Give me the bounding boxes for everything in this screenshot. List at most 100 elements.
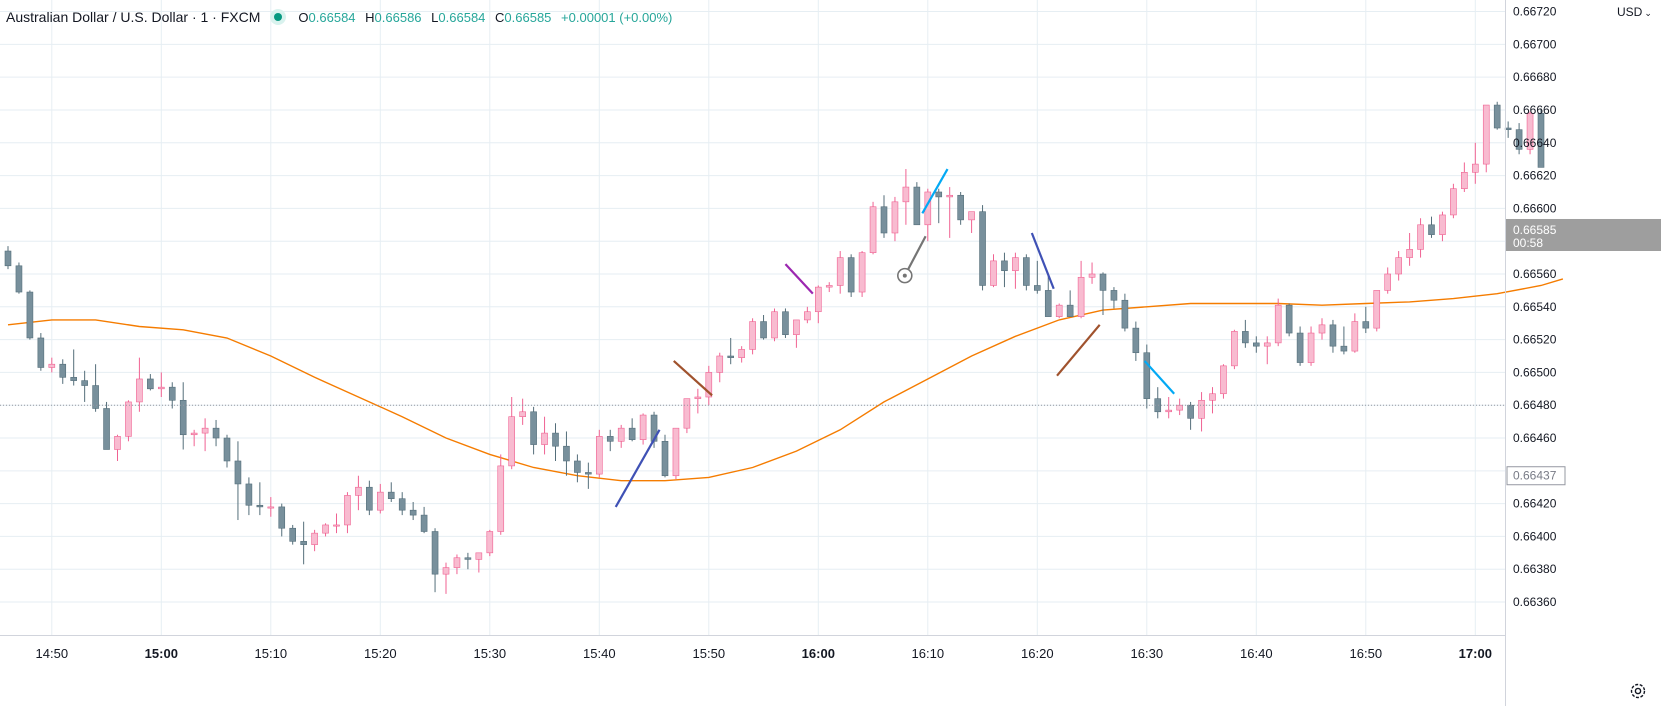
candle xyxy=(1220,364,1227,399)
candle xyxy=(15,262,23,294)
candle-body xyxy=(661,440,669,477)
candle-body xyxy=(1121,299,1129,329)
x-tick-label: 15:50 xyxy=(693,646,726,661)
high-label: H xyxy=(365,9,375,25)
candle-body xyxy=(1428,224,1435,235)
candle xyxy=(1055,303,1063,319)
candle xyxy=(453,554,461,575)
candle-body xyxy=(968,211,975,221)
candle xyxy=(387,482,395,502)
candle xyxy=(1099,272,1107,315)
candle-body xyxy=(880,206,888,234)
candle-body xyxy=(278,506,286,529)
candle-body xyxy=(70,377,77,381)
candle-body xyxy=(1220,365,1227,395)
x-tick-label: 16:10 xyxy=(912,646,945,661)
settings-gear-icon[interactable] xyxy=(1627,680,1649,702)
candle-body xyxy=(716,355,724,373)
candle xyxy=(1296,326,1304,366)
candle-body xyxy=(1351,321,1359,352)
candle xyxy=(836,251,844,294)
open-value: 0.66584 xyxy=(308,9,356,25)
candle xyxy=(1504,121,1512,138)
candle xyxy=(683,398,691,434)
candle-body xyxy=(355,486,362,496)
candle-body xyxy=(913,186,921,226)
candle xyxy=(1012,252,1019,289)
candle-body xyxy=(628,427,636,440)
candle xyxy=(793,319,800,348)
candle-body xyxy=(366,486,373,511)
drawings-layer xyxy=(614,168,1175,508)
candle-body xyxy=(387,491,395,500)
candle xyxy=(212,419,220,447)
candle-body xyxy=(760,321,767,339)
ohlc-values: O0.66584 H0.66586 L0.66584 C0.66585 +0.0… xyxy=(298,10,678,25)
candle-body xyxy=(1461,172,1468,190)
candle-body xyxy=(771,311,778,339)
y-tick-label: 0.66700 xyxy=(1513,37,1557,51)
symbol-title[interactable]: Australian Dollar / U.S. Dollar · 1 · FX… xyxy=(6,9,261,25)
y-tick-label: 0.66720 xyxy=(1513,5,1557,19)
candle-body xyxy=(37,337,45,368)
candle-body xyxy=(595,436,603,475)
y-tick-label: 0.66480 xyxy=(1513,398,1557,412)
candle-body xyxy=(793,319,800,335)
candle xyxy=(595,429,603,478)
candle xyxy=(847,254,855,297)
candle xyxy=(1362,306,1370,334)
candle xyxy=(1373,290,1381,332)
trend-line-drawing xyxy=(1143,360,1175,395)
high-value: 0.66586 xyxy=(374,9,422,25)
candle xyxy=(1395,251,1402,281)
candle-body xyxy=(585,472,592,475)
candle-body xyxy=(1307,332,1315,363)
candle xyxy=(891,196,899,242)
y-tick-label: 0.66420 xyxy=(1513,497,1557,511)
candle xyxy=(1077,260,1085,319)
candle-body xyxy=(48,363,56,368)
candle-body xyxy=(1242,331,1249,344)
candle-body xyxy=(1034,285,1041,291)
candle-body xyxy=(694,396,702,399)
candle-body xyxy=(902,186,910,203)
candle xyxy=(990,254,997,288)
candle xyxy=(234,441,242,521)
candle-body xyxy=(1406,249,1413,258)
candle xyxy=(168,382,176,409)
candle xyxy=(1472,142,1479,184)
candle xyxy=(1143,344,1151,409)
currency-selector[interactable]: USD ⌄ xyxy=(1613,3,1656,21)
candle xyxy=(223,434,231,468)
candle xyxy=(398,492,406,516)
candle-body xyxy=(15,265,23,293)
candle xyxy=(376,483,384,514)
last-price-tag xyxy=(1506,218,1661,251)
candle xyxy=(179,382,187,450)
candle-body xyxy=(1176,404,1183,411)
candle-body xyxy=(1318,324,1326,334)
y-tick-label: 0.66680 xyxy=(1513,70,1557,84)
crosshair-price-label: 0.66437 xyxy=(1513,469,1557,483)
candle-body xyxy=(858,252,866,293)
candle xyxy=(300,521,307,565)
x-tick-label: 16:40 xyxy=(1240,646,1273,661)
candle-body xyxy=(1472,163,1479,173)
candle xyxy=(409,501,417,521)
candle-body xyxy=(158,386,165,390)
candle-body xyxy=(672,427,680,477)
candle xyxy=(1526,111,1534,155)
candle-body xyxy=(136,378,143,403)
candle-body xyxy=(1132,327,1140,354)
candle xyxy=(420,506,428,534)
candle xyxy=(738,346,745,363)
candle-body xyxy=(935,191,943,198)
candles-layer xyxy=(4,101,1545,594)
trend-line-drawing xyxy=(784,263,814,295)
candle-body xyxy=(103,408,110,450)
candle-body xyxy=(464,557,472,560)
candle xyxy=(464,552,472,570)
candle-body xyxy=(804,311,811,321)
